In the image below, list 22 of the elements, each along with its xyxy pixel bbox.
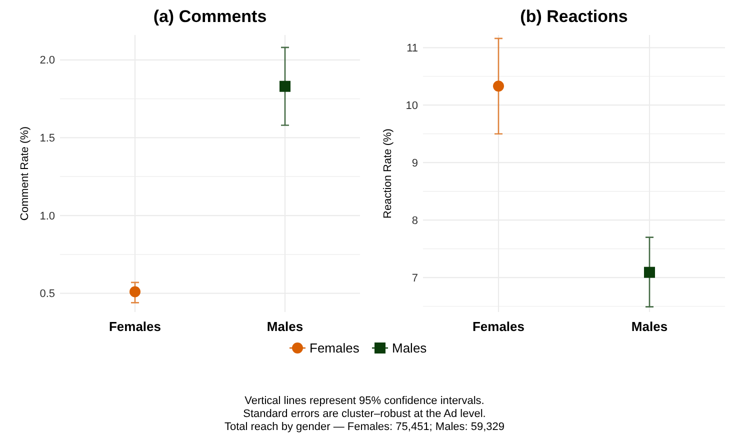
x-tick-label: Males	[266, 319, 304, 334]
y-tick-label: 10	[406, 100, 418, 112]
x-tick-label: Males	[631, 319, 668, 334]
chart-title: (a) Comments	[153, 7, 267, 26]
y-tick-label: 8	[412, 214, 418, 227]
y-tick-label: 11	[406, 42, 418, 54]
y-tick-label: 1.5	[40, 132, 55, 145]
chart-title: (b) Reactions	[520, 7, 628, 26]
y-tick-label: 9	[412, 157, 418, 170]
x-tick-label: Females	[472, 319, 525, 334]
text: Total reach by gender — Females: 75,451; Males: 59,329	[224, 421, 505, 433]
y-tick-label: 7	[412, 272, 418, 284]
text: Standard errors are cluster–robust at the Ad level.	[243, 408, 486, 420]
y-axis-title: Reaction Rate (%)	[382, 128, 394, 218]
y-tick-label: 0.5	[40, 288, 55, 300]
legend-label: Males	[392, 340, 428, 356]
y-tick-label: 2.0	[40, 54, 55, 67]
y-axis-title: Comment Rate (%)	[19, 126, 31, 221]
legend-label: Females	[310, 340, 360, 356]
text: Vertical lines represent 95% confidence intervals.	[244, 395, 484, 407]
x-tick-label: Females	[108, 319, 162, 334]
y-tick-label: 1.0	[40, 210, 55, 222]
